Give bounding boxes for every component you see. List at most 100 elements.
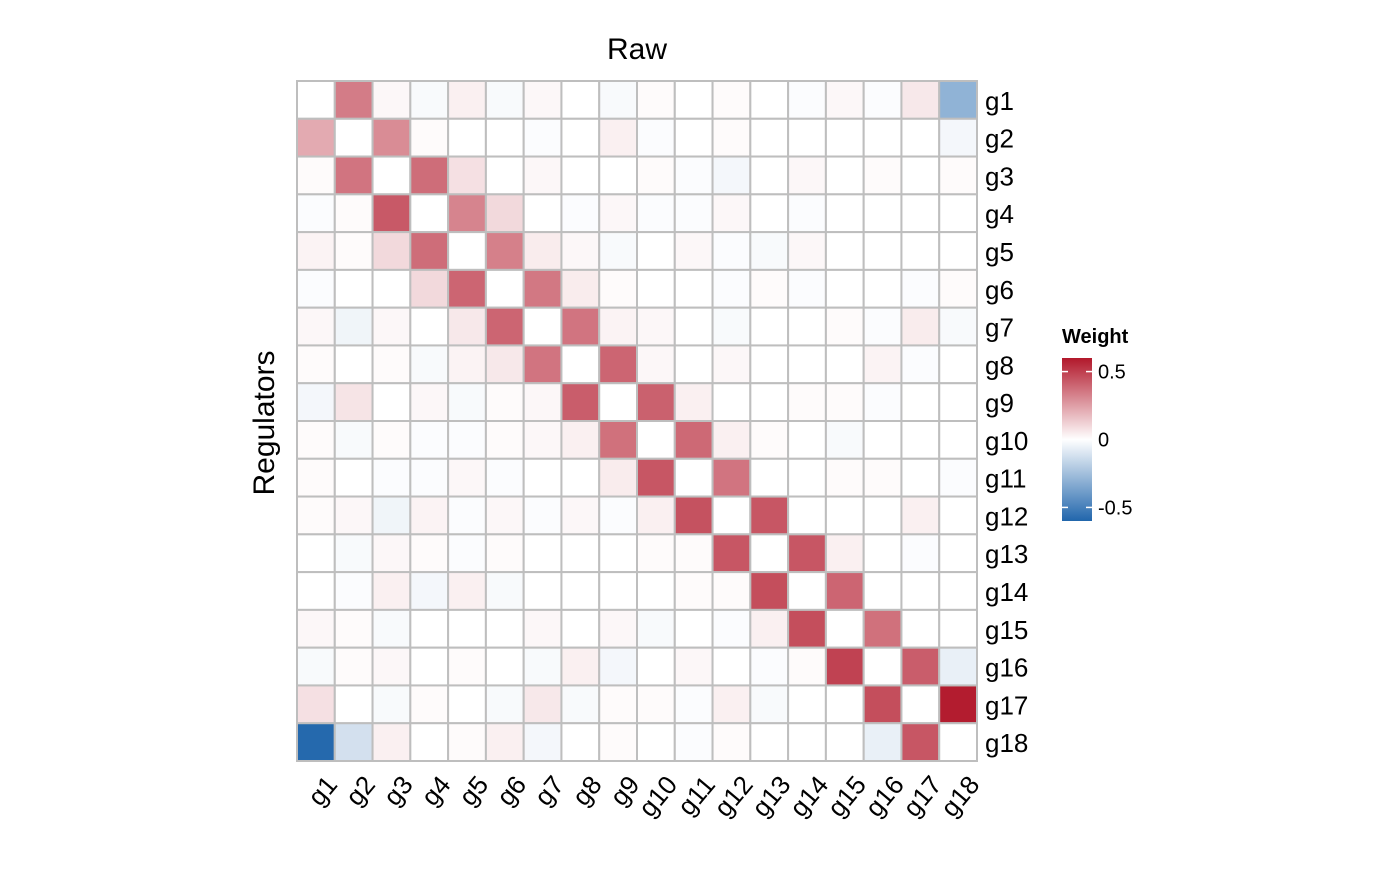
heatmap-cell-g16-g7 xyxy=(522,646,563,687)
heatmap-cell-g14-g17 xyxy=(900,571,941,611)
heatmap-cell-g9-g10 xyxy=(636,382,676,423)
heatmap-cell-g1-g8 xyxy=(560,80,601,120)
heatmap-cell-g18-g12 xyxy=(711,722,752,763)
heatmap-cell-g15-g7 xyxy=(522,608,563,649)
heatmap-cell-g9-g15 xyxy=(824,382,865,423)
heatmap-cell-g16-g11 xyxy=(673,646,714,687)
heatmap-cell-g5-g2 xyxy=(333,231,374,271)
heatmap-cell-g6-g9 xyxy=(598,268,639,309)
heatmap-cell-g10-g4 xyxy=(409,420,450,460)
heatmap-cell-g13-g9 xyxy=(598,533,639,574)
heatmap-cell-g6-g12 xyxy=(711,268,752,309)
heatmap-cell-g18-g1 xyxy=(296,722,336,763)
heatmap-cell-g7-g3 xyxy=(371,306,412,347)
heatmap-cell-g18-g18 xyxy=(938,722,979,763)
heatmap-cell-g10-g6 xyxy=(484,420,525,460)
heatmap-cell-g16-g12 xyxy=(711,646,752,687)
heatmap-cell-g1-g7 xyxy=(522,80,563,120)
heatmap-cell-g16-g2 xyxy=(333,646,374,687)
heatmap-cell-g4-g7 xyxy=(522,193,563,234)
heatmap-cell-g2-g16 xyxy=(862,117,903,158)
heatmap-cell-g2-g13 xyxy=(749,117,790,158)
column-label-g18: g18 xyxy=(935,770,986,823)
column-label-g2: g2 xyxy=(339,770,381,811)
heatmap-cell-g8-g8 xyxy=(560,344,601,385)
heatmap-cell-g12-g13 xyxy=(749,495,790,536)
heatmap-cell-g2-g4 xyxy=(409,117,450,158)
legend-ticks: 0.5 0 -0.5 xyxy=(1062,362,1132,519)
heatmap-cell-g1-g17 xyxy=(900,80,941,120)
heatmap-cell-g12-g4 xyxy=(409,495,450,536)
heatmap-cell-g15-g16 xyxy=(862,608,903,649)
heatmap-cell-g4-g6 xyxy=(484,193,525,234)
row-label-g1: g1 xyxy=(985,86,1014,116)
heatmap-cell-g18-g17 xyxy=(900,722,941,763)
column-labels: g1g2g3g4g5g6g7g8g9g10g11g12g13g14g15g16g… xyxy=(302,770,986,823)
heatmap-cell-g1-g4 xyxy=(409,80,450,120)
heatmap-cell-g13-g8 xyxy=(560,533,601,574)
heatmap-cell-g3-g13 xyxy=(749,155,790,196)
heatmap-cell-g14-g6 xyxy=(484,571,525,611)
heatmap-cell-g12-g16 xyxy=(862,495,903,536)
heatmap-cell-g13-g18 xyxy=(938,533,979,574)
heatmap-cell-g5-g14 xyxy=(787,231,827,271)
heatmap-cell-g5-g7 xyxy=(522,231,563,271)
heatmap-cell-g6-g17 xyxy=(900,268,941,309)
legend-color-bar xyxy=(1062,358,1092,521)
heatmap-cell-g14-g4 xyxy=(409,571,450,611)
heatmap-cell-g16-g13 xyxy=(749,646,790,687)
row-label-g17: g17 xyxy=(985,690,1028,720)
heatmap-cell-g14-g7 xyxy=(522,571,563,611)
heatmap-cell-g16-g1 xyxy=(296,646,336,687)
heatmap-cell-g6-g18 xyxy=(938,268,979,309)
heatmap-cell-g9-g18 xyxy=(938,382,979,423)
heatmap-cell-g4-g13 xyxy=(749,193,790,234)
heatmap-cell-g13-g16 xyxy=(862,533,903,574)
heatmap-cell-g3-g15 xyxy=(824,155,865,196)
heatmap-cell-g15-g14 xyxy=(787,608,827,649)
heatmap-cell-g7-g10 xyxy=(636,306,676,347)
heatmap-cell-g2-g9 xyxy=(598,117,639,158)
heatmap-cell-g9-g4 xyxy=(409,382,450,423)
heatmap-cell-g11-g3 xyxy=(371,457,412,498)
heatmap-cell-g15-g11 xyxy=(673,608,714,649)
heatmap-cell-g5-g10 xyxy=(636,231,676,271)
heatmap-cell-g2-g2 xyxy=(333,117,374,158)
heatmap-cell-g11-g15 xyxy=(824,457,865,498)
heatmap-cell-g11-g11 xyxy=(673,457,714,498)
heatmap-cell-g14-g12 xyxy=(711,571,752,611)
heatmap-cell-g12-g2 xyxy=(333,495,374,536)
heatmap-cell-g8-g1 xyxy=(296,344,336,385)
heatmap-cell-g4-g4 xyxy=(409,193,450,234)
heatmap-cell-g15-g18 xyxy=(938,608,979,649)
heatmap-cell-g14-g15 xyxy=(824,571,865,611)
row-label-g9: g9 xyxy=(985,388,1014,418)
heatmap-cell-g7-g4 xyxy=(409,306,450,347)
heatmap-cell-g14-g10 xyxy=(636,571,676,611)
heatmap-cell-g12-g1 xyxy=(296,495,336,536)
heatmap-cell-g12-g15 xyxy=(824,495,865,536)
legend-tick-label: -0.5 xyxy=(1098,497,1132,519)
heatmap-cell-g4-g18 xyxy=(938,193,979,234)
heatmap-cell-g18-g4 xyxy=(409,722,450,763)
heatmap-cell-g12-g7 xyxy=(522,495,563,536)
heatmap-cell-g14-g11 xyxy=(673,571,714,611)
heatmap-cell-g3-g6 xyxy=(484,155,525,196)
row-label-g4: g4 xyxy=(985,199,1014,229)
heatmap-cell-g15-g13 xyxy=(749,608,790,649)
heatmap-cell-g7-g2 xyxy=(333,306,374,347)
row-label-g18: g18 xyxy=(985,728,1028,758)
heatmap-cell-g8-g2 xyxy=(333,344,374,385)
heatmap-cell-g1-g12 xyxy=(711,80,752,120)
heatmap-cell-g8-g10 xyxy=(636,344,676,385)
heatmap-cell-g13-g15 xyxy=(824,533,865,574)
heatmap-cell-g16-g9 xyxy=(598,646,639,687)
heatmap-cell-g13-g7 xyxy=(522,533,563,574)
heatmap-cell-g16-g14 xyxy=(787,646,827,687)
heatmap-cell-g12-g12 xyxy=(711,495,752,536)
heatmap-cell-g4-g8 xyxy=(560,193,601,234)
heatmap-cell-g2-g18 xyxy=(938,117,979,158)
heatmap-cell-g2-g17 xyxy=(900,117,941,158)
heatmap-cell-g18-g14 xyxy=(787,722,827,763)
heatmap-cell-g12-g18 xyxy=(938,495,979,536)
